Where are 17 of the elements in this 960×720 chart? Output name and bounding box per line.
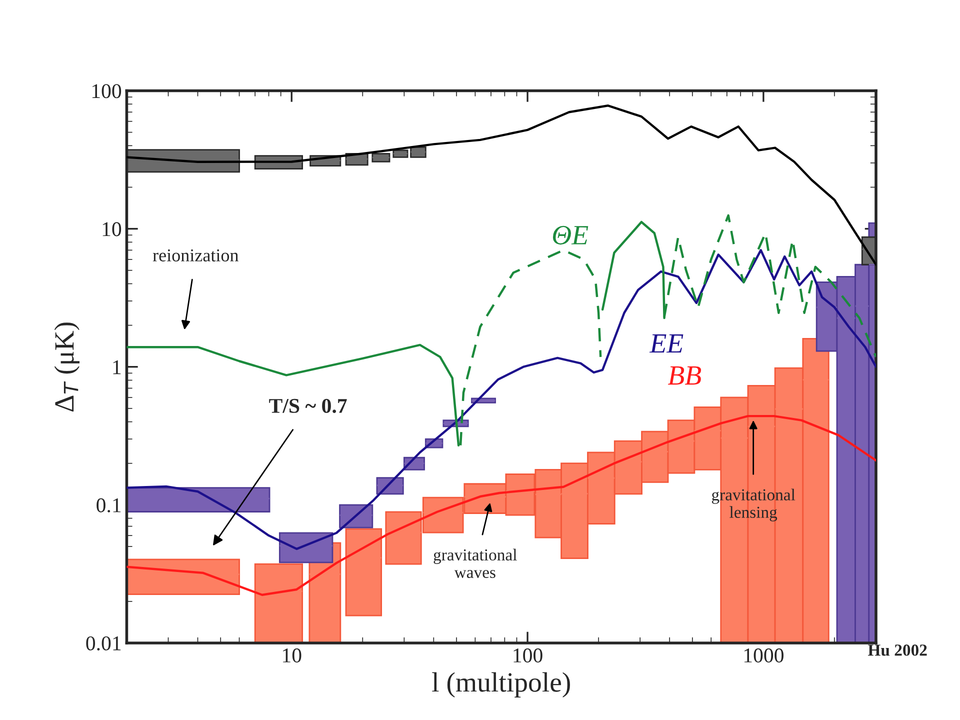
series-label: EE	[649, 334, 684, 353]
x-tick-label: 1000	[744, 648, 784, 662]
y-tick-label: 10	[102, 222, 122, 236]
x-tick-label: 10	[283, 648, 302, 662]
annotation: T/S ~ 0.7	[269, 398, 347, 414]
y-axis-title: Δ$_{T}$ (μK)	[54, 322, 80, 412]
y-tick-label: 0.1	[96, 498, 121, 512]
series-label: BB	[668, 366, 702, 385]
x-tick-label: 100	[514, 648, 542, 662]
y-tick-label: 1	[113, 360, 121, 374]
y-tick-label: 100	[92, 84, 122, 98]
x-axis-title: l (multipole)	[432, 672, 570, 698]
text: Hu 2002	[868, 644, 927, 656]
annotation: gravitational waves	[434, 548, 517, 578]
y-tick-label: 0.01	[86, 636, 121, 650]
series-label: ΘE	[552, 226, 588, 245]
annotation: reionization	[152, 249, 238, 262]
